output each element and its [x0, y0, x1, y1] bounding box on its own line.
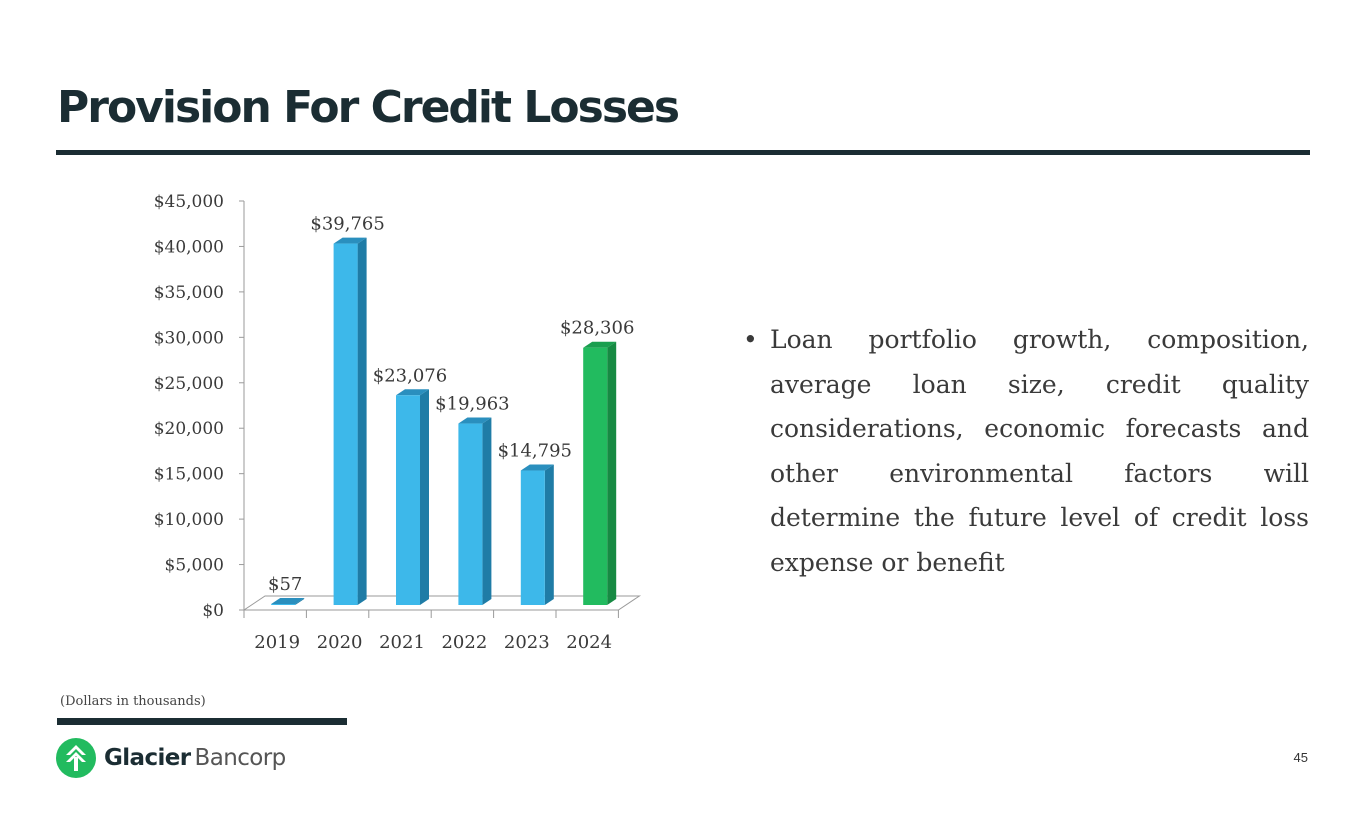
- page-number: 45: [1293, 750, 1308, 765]
- bar-side: [544, 464, 554, 605]
- units-footnote: (Dollars in thousands): [60, 694, 206, 709]
- bar-top: [520, 464, 554, 471]
- bar-front: [396, 395, 420, 605]
- bar-top: [333, 237, 367, 244]
- y-tick-label: $25,000: [154, 374, 224, 394]
- chart-labels: $57 2019 $39,765 2020 $23,076 2021 $19,963 2022…: [254, 214, 634, 653]
- y-tick-label: $20,000: [154, 419, 224, 439]
- data-label-2022: $19,963: [435, 394, 509, 415]
- bar-top: [583, 341, 617, 348]
- glacier-logo-icon: [56, 738, 96, 778]
- bar-2023: [520, 464, 554, 605]
- provision-bar-chart: $0 $5,000 $10,000 $15,000 $20,000 $25,000 $30,…: [154, 192, 642, 653]
- bar-side: [607, 341, 617, 605]
- bar-top: [458, 417, 492, 424]
- y-tick-label: $0: [202, 601, 224, 621]
- data-label-2021: $23,076: [373, 365, 447, 386]
- data-label-2019: $57: [268, 574, 302, 595]
- data-label-2023: $14,795: [498, 441, 572, 462]
- chart-floor: [242, 595, 642, 618]
- logo-wordmark: Glacier Bancorp: [104, 744, 287, 771]
- bar-front: [458, 423, 483, 605]
- bar-2022: [458, 417, 492, 605]
- bar-top: [271, 598, 305, 604]
- bar-front: [333, 243, 358, 606]
- bullet-item: • Loan portfolio growth, composition, ave…: [743, 318, 1309, 585]
- bullet-dot: •: [743, 325, 758, 354]
- bar-side: [482, 417, 492, 605]
- logo-word-light: Bancorp: [194, 744, 287, 771]
- x-tick-label-2022: 2022: [441, 632, 487, 653]
- title-divider: [56, 150, 1310, 155]
- footer-divider: [57, 718, 347, 725]
- bar-front: [520, 470, 545, 605]
- x-tick-label-2020: 2020: [317, 632, 363, 653]
- bar-2021: [396, 389, 429, 605]
- y-tick-label: $40,000: [154, 237, 224, 257]
- bar-side: [357, 237, 367, 606]
- bar-front: [271, 604, 296, 605]
- bar-2024: [583, 341, 617, 605]
- y-tick-label: $30,000: [154, 328, 224, 348]
- bar-side: [420, 389, 429, 605]
- bar-side: [295, 598, 305, 605]
- y-tick-label: $5,000: [165, 556, 224, 576]
- data-label-2024: $28,306: [560, 318, 634, 339]
- logo-word-bold: Glacier: [104, 744, 191, 771]
- bar-front: [583, 347, 608, 605]
- bullet-list: • Loan portfolio growth, composition, ave…: [743, 318, 1309, 585]
- x-tick-label-2021: 2021: [379, 632, 425, 653]
- x-tick-label-2023: 2023: [504, 632, 550, 653]
- bar-2019: [271, 598, 305, 605]
- y-tick-label: $35,000: [154, 283, 224, 303]
- bar-2020: [333, 237, 367, 606]
- x-tick-label-2019: 2019: [254, 632, 300, 653]
- chart-axes: $0 $5,000 $10,000 $15,000 $20,000 $25,000 $30,…: [154, 192, 245, 621]
- bar-top: [396, 389, 429, 396]
- data-label-2020: $39,765: [310, 214, 384, 235]
- y-tick-label: $10,000: [154, 510, 224, 530]
- y-tick-label: $15,000: [154, 465, 224, 485]
- bullet-text: Loan portfolio growth, composition, aver…: [770, 325, 1309, 577]
- x-tick-label-2024: 2024: [566, 632, 612, 653]
- company-logo: Glacier Bancorp: [55, 737, 286, 779]
- page-title: Provision For Credit Losses: [57, 82, 680, 133]
- y-tick-label: $45,000: [154, 192, 224, 212]
- chart-bars: [271, 237, 617, 606]
